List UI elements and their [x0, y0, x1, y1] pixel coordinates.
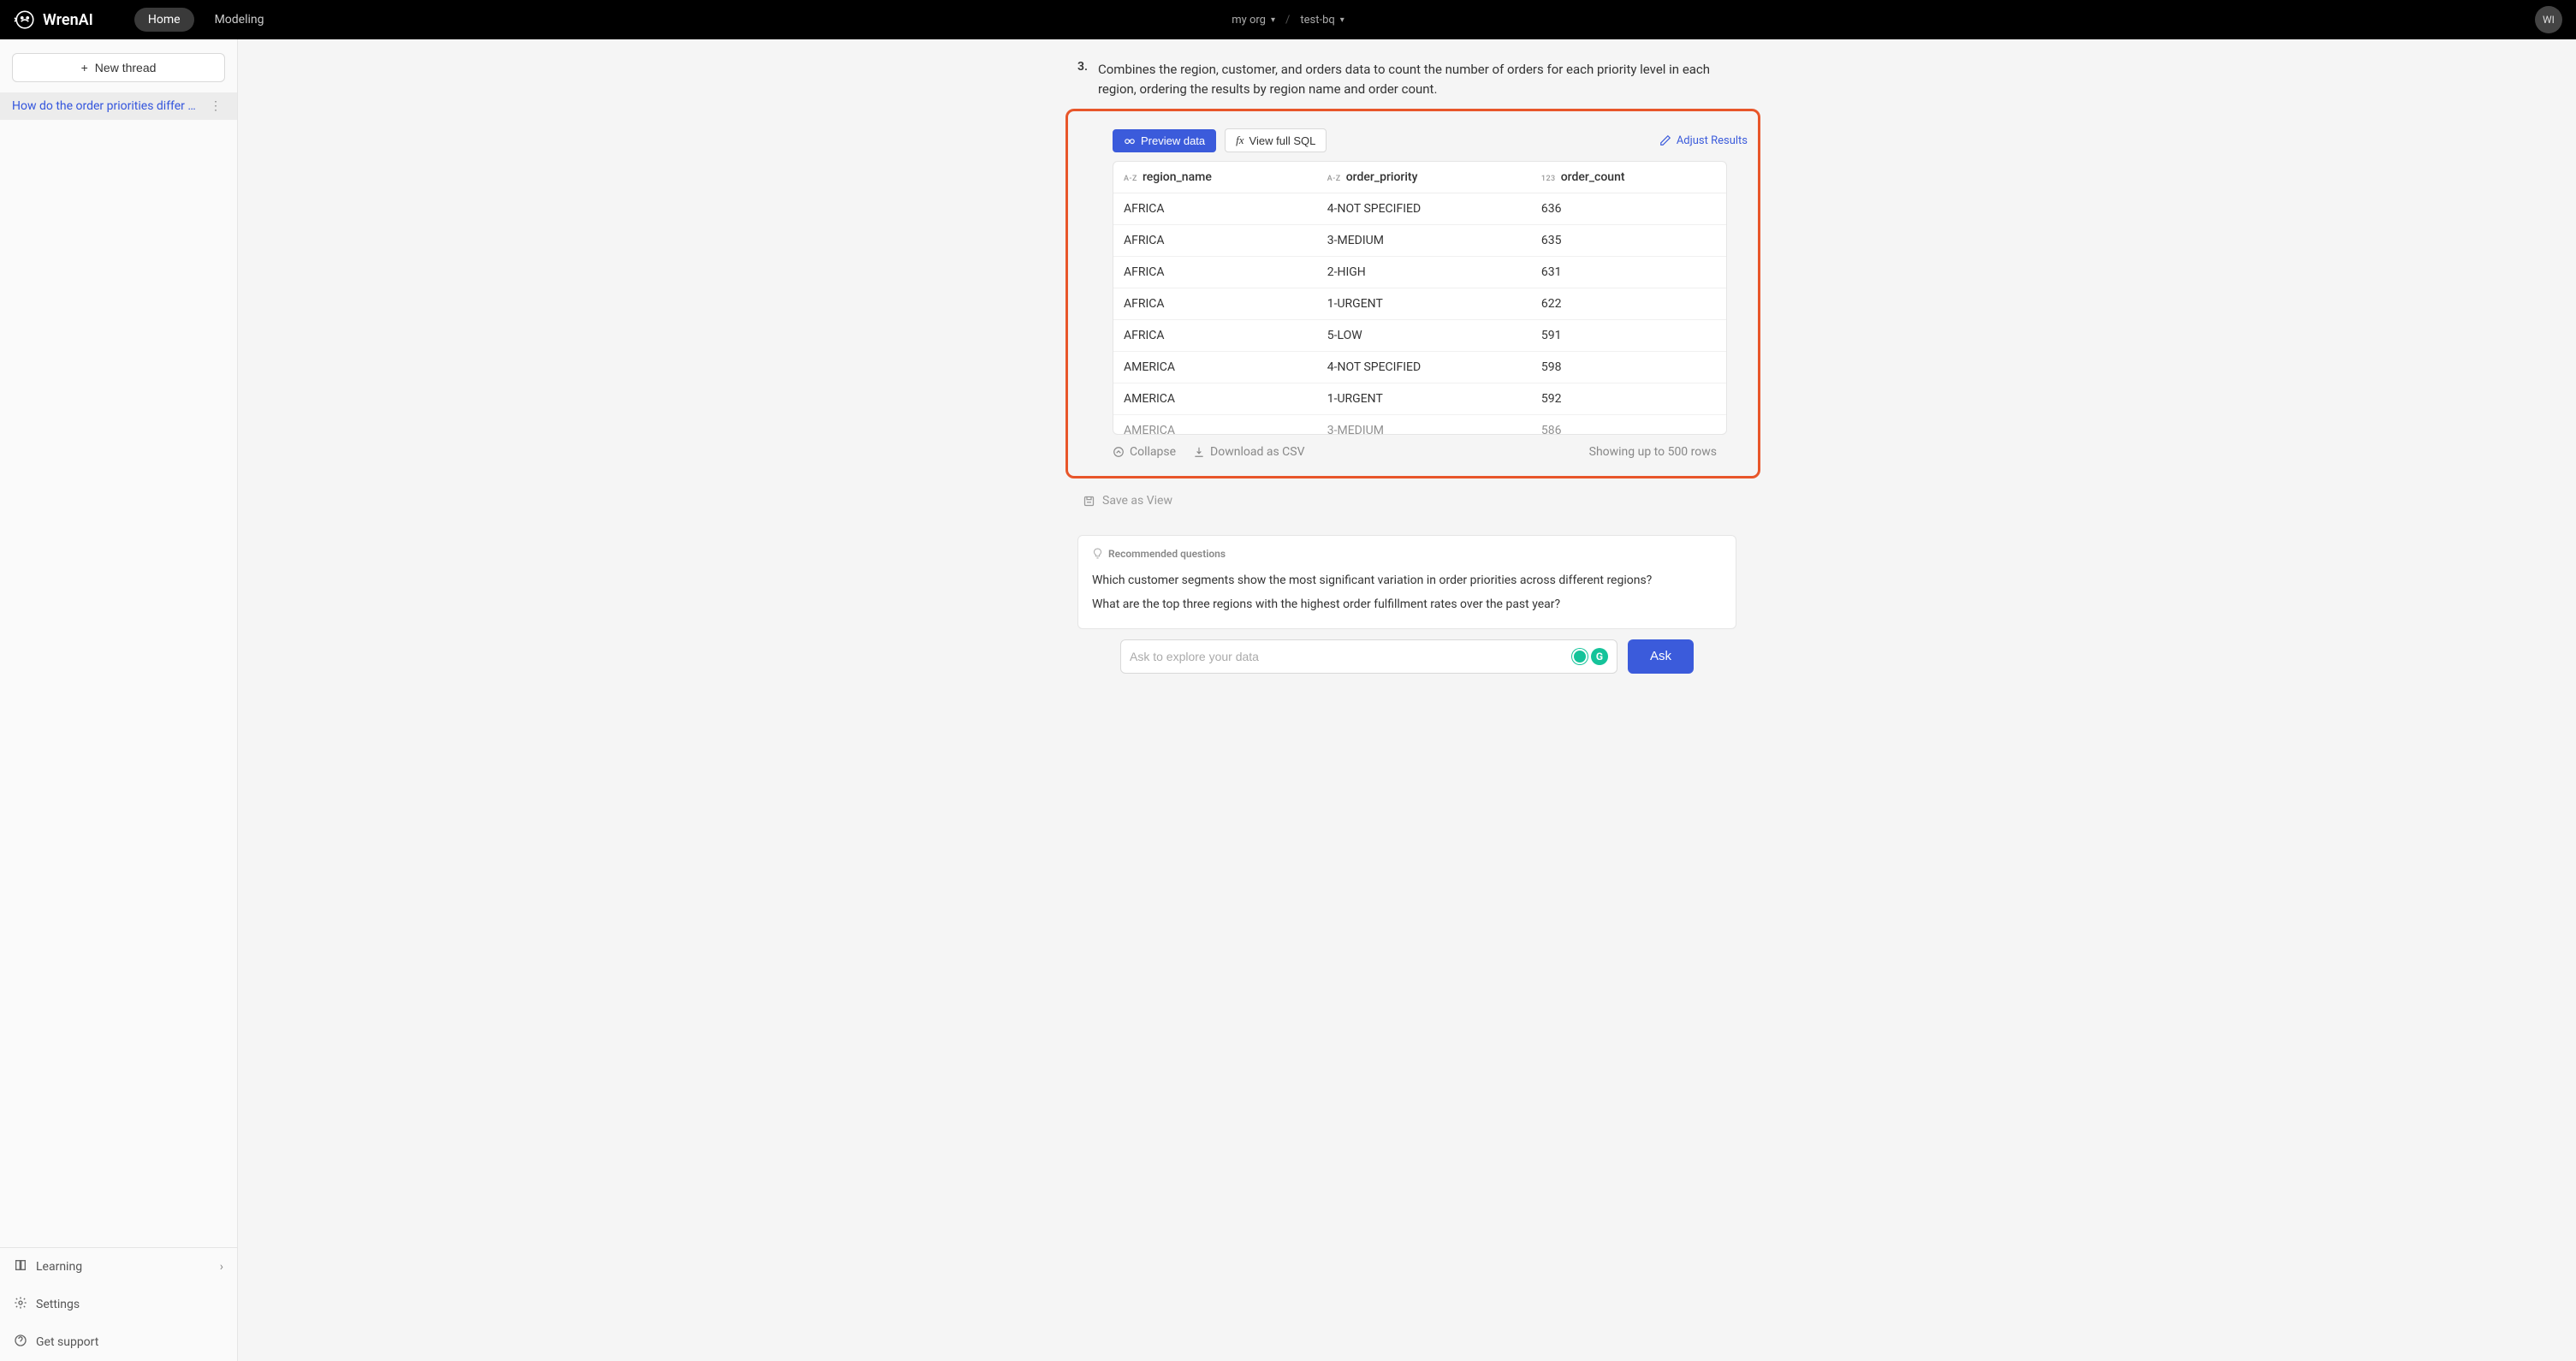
table-cell: 2-HIGH	[1317, 257, 1531, 288]
table-cell: 1-URGENT	[1317, 288, 1531, 320]
table-cell: 598	[1531, 352, 1726, 383]
new-thread-button[interactable]: + New thread	[12, 53, 225, 82]
rows-note: Showing up to 500 rows	[1589, 445, 1717, 459]
nav-tab-home[interactable]: Home	[134, 8, 194, 32]
save-icon	[1083, 495, 1095, 508]
table-footer: Collapse Download as CSV Showing up to 5…	[1078, 435, 1727, 459]
ask-input-wrap: G	[1120, 639, 1617, 674]
ask-input[interactable]	[1130, 650, 1572, 663]
preview-data-button[interactable]: Preview data	[1113, 129, 1216, 152]
table-cell: 586	[1531, 415, 1726, 435]
nav-tab-modeling[interactable]: Modeling	[201, 8, 278, 32]
table-cell: AFRICA	[1113, 288, 1317, 320]
action-row: Preview data fx View full SQL Adjust Res…	[1113, 128, 1748, 152]
breadcrumb: my org ▾ / test-bq ▾	[1232, 14, 1344, 27]
step-number: 3.	[1077, 60, 1088, 98]
breadcrumb-project[interactable]: test-bq ▾	[1300, 14, 1344, 27]
plus-icon: +	[81, 61, 88, 74]
highlighted-region: Preview data fx View full SQL Adjust Res…	[1065, 109, 1760, 478]
sidebar-learning[interactable]: Learning ›	[0, 1248, 237, 1286]
recommended-question[interactable]: Which customer segments show the most si…	[1092, 568, 1722, 592]
chevron-down-icon: ▾	[1340, 15, 1344, 25]
table-row: AMERICA3-MEDIUM586	[1113, 415, 1726, 435]
brand-name: WrenAI	[43, 11, 93, 29]
recommended-questions: Recommended questions Which customer seg…	[1077, 535, 1736, 629]
recommended-question[interactable]: What are the top three regions with the …	[1092, 592, 1722, 616]
logo-icon	[14, 9, 36, 31]
grammarly-icon[interactable]	[1572, 649, 1588, 664]
sidebar: + New thread How do the order priorities…	[0, 39, 238, 1361]
gear-icon	[14, 1296, 27, 1313]
table-row: AMERICA1-URGENT592	[1113, 383, 1726, 415]
table-cell: AMERICA	[1113, 352, 1317, 383]
table-cell: 631	[1531, 257, 1726, 288]
table-cell: AFRICA	[1113, 193, 1317, 225]
chevron-down-icon: ▾	[1271, 15, 1275, 25]
step-description: Combines the region, customer, and order…	[1098, 60, 1736, 98]
help-icon	[14, 1334, 27, 1351]
ask-bar: G Ask	[1077, 629, 1736, 694]
table-cell: 592	[1531, 383, 1726, 415]
nav-tabs: Home Modeling	[134, 8, 278, 32]
column-header[interactable]: 123order_count	[1531, 162, 1726, 193]
table-cell: 636	[1531, 193, 1726, 225]
thread-title: How do the order priorities differ …	[12, 99, 206, 113]
table-cell: 3-MEDIUM	[1317, 225, 1531, 257]
step-item: 3. Combines the region, customer, and or…	[1077, 60, 1736, 98]
table-cell: 591	[1531, 320, 1726, 352]
table-cell: 1-URGENT	[1317, 383, 1531, 415]
sidebar-footer: Learning › Settings Get support	[0, 1247, 237, 1361]
table-row: AFRICA5-LOW591	[1113, 320, 1726, 352]
thread-item[interactable]: How do the order priorities differ … ⋮	[0, 92, 237, 120]
ask-button[interactable]: Ask	[1628, 639, 1694, 674]
view-sql-button[interactable]: fx View full SQL	[1225, 128, 1327, 152]
breadcrumb-org[interactable]: my org ▾	[1232, 14, 1275, 27]
recommended-heading: Recommended questions	[1108, 548, 1226, 560]
download-icon	[1193, 446, 1205, 458]
table-row: AMERICA4-NOT SPECIFIED598	[1113, 352, 1726, 383]
table-cell: 635	[1531, 225, 1726, 257]
fx-icon: fx	[1236, 134, 1243, 147]
more-icon[interactable]: ⋮	[206, 99, 225, 113]
table-row: AFRICA3-MEDIUM635	[1113, 225, 1726, 257]
adjust-results-link[interactable]: Adjust Results	[1659, 134, 1748, 147]
user-avatar[interactable]: WI	[2535, 6, 2562, 33]
table-cell: AFRICA	[1113, 225, 1317, 257]
chevron-right-icon: ›	[220, 1260, 223, 1274]
data-table: A-Zregion_name A-Zorder_priority 123orde…	[1113, 161, 1727, 435]
sidebar-support[interactable]: Get support	[0, 1323, 237, 1361]
binoculars-icon	[1124, 134, 1136, 146]
collapse-button[interactable]: Collapse	[1113, 445, 1176, 459]
table-cell: 4-NOT SPECIFIED	[1317, 193, 1531, 225]
table-cell: 5-LOW	[1317, 320, 1531, 352]
table-row: AFRICA4-NOT SPECIFIED636	[1113, 193, 1726, 225]
logo[interactable]: WrenAI	[14, 9, 93, 31]
column-header[interactable]: A-Zregion_name	[1113, 162, 1317, 193]
column-header[interactable]: A-Zorder_priority	[1317, 162, 1531, 193]
sidebar-settings[interactable]: Settings	[0, 1286, 237, 1323]
table-cell: AMERICA	[1113, 383, 1317, 415]
table-row: AFRICA1-URGENT622	[1113, 288, 1726, 320]
table-cell: 622	[1531, 288, 1726, 320]
save-as-view-button[interactable]: Save as View	[1083, 494, 1172, 508]
table-cell: AFRICA	[1113, 257, 1317, 288]
input-extension-icons: G	[1572, 648, 1608, 665]
main-content: 3. Combines the region, customer, and or…	[238, 39, 2576, 1361]
table-row: AFRICA2-HIGH631	[1113, 257, 1726, 288]
table-cell: AMERICA	[1113, 415, 1317, 435]
table-header-row: A-Zregion_name A-Zorder_priority 123orde…	[1113, 162, 1726, 193]
collapse-icon	[1113, 446, 1125, 458]
table-cell: 4-NOT SPECIFIED	[1317, 352, 1531, 383]
top-nav: WrenAI Home Modeling my org ▾ / test-bq …	[0, 0, 2576, 39]
grammarly-icon[interactable]: G	[1591, 648, 1608, 665]
book-icon	[14, 1258, 27, 1275]
lightbulb-icon	[1092, 548, 1103, 559]
edit-icon	[1659, 134, 1671, 146]
table-cell: AFRICA	[1113, 320, 1317, 352]
download-csv-button[interactable]: Download as CSV	[1193, 445, 1304, 459]
table-cell: 3-MEDIUM	[1317, 415, 1531, 435]
